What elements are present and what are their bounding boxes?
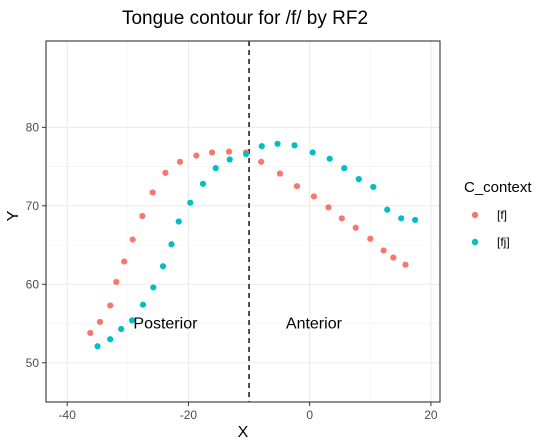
data-point-fj	[107, 336, 114, 343]
data-point-f	[310, 193, 318, 200]
legend-title: C_context	[464, 179, 532, 196]
legend-key-f	[471, 211, 479, 219]
data-point-f	[276, 170, 284, 177]
data-point-f	[149, 189, 156, 196]
data-point-fj	[94, 343, 101, 350]
data-point-fj	[355, 176, 362, 183]
data-point-f	[338, 215, 345, 222]
data-point-f	[380, 247, 387, 254]
data-point-fj	[168, 241, 175, 248]
data-point-fj	[370, 183, 377, 191]
data-point-f	[113, 278, 120, 286]
data-point-fj	[291, 142, 298, 149]
data-point-f	[193, 152, 200, 159]
x-tick-label: 20	[424, 408, 438, 422]
data-point-fj	[159, 263, 167, 270]
y-tick-label: 70	[26, 199, 40, 213]
data-point-fj	[398, 215, 405, 222]
data-point-fj	[258, 143, 265, 150]
legend-label-fj: [fj]	[497, 235, 510, 249]
data-point-fj	[128, 317, 136, 324]
data-point-fj	[175, 218, 182, 225]
data-point-f	[293, 183, 301, 190]
data-point-f	[225, 148, 233, 155]
plot-panel: -40 -20 0 20 50 60 70 80 Posterior Anterior	[26, 40, 441, 422]
data-point-fj	[118, 325, 125, 333]
data-point-fj	[274, 140, 281, 147]
data-point-f	[402, 261, 409, 268]
y-tick-label: 60	[26, 277, 40, 291]
data-point-f	[176, 158, 184, 165]
data-point-f	[121, 258, 128, 265]
chart-title: Tongue contour for /f/ by RF2	[122, 8, 368, 29]
data-point-f	[352, 224, 359, 231]
data-point-f	[325, 204, 332, 211]
x-tick-label: -20	[180, 408, 198, 422]
data-point-f	[87, 329, 94, 337]
y-axis-title: Y	[5, 210, 22, 221]
data-point-fj	[139, 301, 147, 308]
data-point-fj	[187, 199, 194, 206]
legend: C_context [f] [fj]	[464, 179, 532, 249]
data-point-fj	[309, 149, 316, 156]
x-tick-label: -40	[59, 408, 77, 422]
data-point-fj	[326, 155, 333, 162]
legend-key-fj	[471, 238, 479, 246]
data-point-f	[208, 149, 216, 156]
data-point-f	[367, 235, 374, 242]
data-point-fj	[242, 150, 250, 158]
legend-label-f: [f]	[497, 208, 507, 222]
data-point-fj	[226, 156, 233, 163]
annotation-anterior: Anterior	[286, 316, 343, 333]
data-point-fj	[212, 165, 219, 172]
data-point-f	[162, 169, 169, 176]
data-point-f	[96, 318, 104, 326]
data-point-f	[129, 236, 136, 243]
y-tick-label: 80	[26, 120, 40, 134]
data-point-f	[390, 254, 397, 261]
data-point-f	[107, 302, 114, 309]
data-point-fj	[199, 180, 207, 187]
annotation-posterior: Posterior	[133, 316, 198, 333]
x-tick-label: 0	[306, 408, 313, 422]
data-point-fj	[384, 206, 391, 213]
data-point-f	[258, 158, 265, 165]
data-point-fj	[150, 284, 157, 291]
panel-border	[45, 40, 441, 403]
x-axis-title: X	[238, 424, 249, 441]
data-point-fj	[341, 165, 348, 172]
y-tick-label: 50	[26, 356, 40, 370]
data-point-fj	[412, 216, 419, 224]
data-point-f	[139, 212, 146, 220]
